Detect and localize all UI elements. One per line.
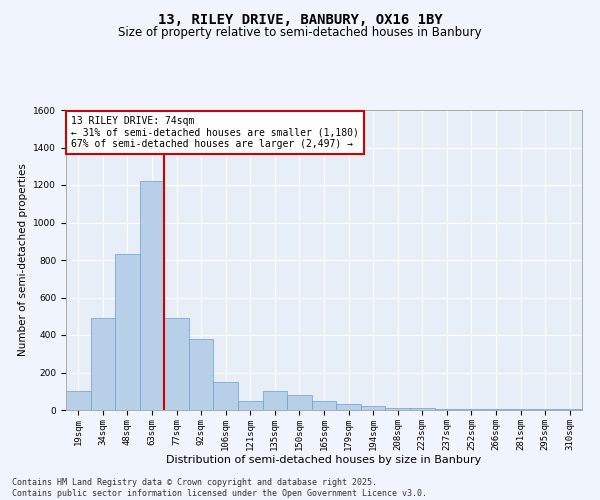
Y-axis label: Number of semi-detached properties: Number of semi-detached properties: [18, 164, 28, 356]
Bar: [508, 409, 533, 410]
Bar: [459, 409, 484, 410]
Bar: [434, 409, 459, 410]
Bar: [214, 382, 238, 410]
Bar: [484, 409, 508, 410]
Bar: [385, 408, 410, 410]
Text: Size of property relative to semi-detached houses in Banbury: Size of property relative to semi-detach…: [118, 26, 482, 39]
Text: 13, RILEY DRIVE, BANBURY, OX16 1BY: 13, RILEY DRIVE, BANBURY, OX16 1BY: [158, 12, 442, 26]
Bar: [312, 400, 336, 410]
Bar: [66, 391, 91, 410]
Bar: [115, 254, 140, 410]
Bar: [410, 408, 434, 410]
Bar: [263, 391, 287, 410]
Bar: [140, 181, 164, 410]
Bar: [91, 318, 115, 410]
Bar: [336, 404, 361, 410]
Bar: [238, 400, 263, 410]
Text: Contains HM Land Registry data © Crown copyright and database right 2025.
Contai: Contains HM Land Registry data © Crown c…: [12, 478, 427, 498]
Bar: [533, 409, 557, 410]
Bar: [557, 409, 582, 410]
Bar: [189, 339, 214, 410]
Bar: [287, 395, 312, 410]
Text: 13 RILEY DRIVE: 74sqm
← 31% of semi-detached houses are smaller (1,180)
67% of s: 13 RILEY DRIVE: 74sqm ← 31% of semi-deta…: [71, 116, 359, 149]
Bar: [164, 318, 189, 410]
X-axis label: Distribution of semi-detached houses by size in Banbury: Distribution of semi-detached houses by …: [166, 456, 482, 466]
Bar: [361, 406, 385, 410]
